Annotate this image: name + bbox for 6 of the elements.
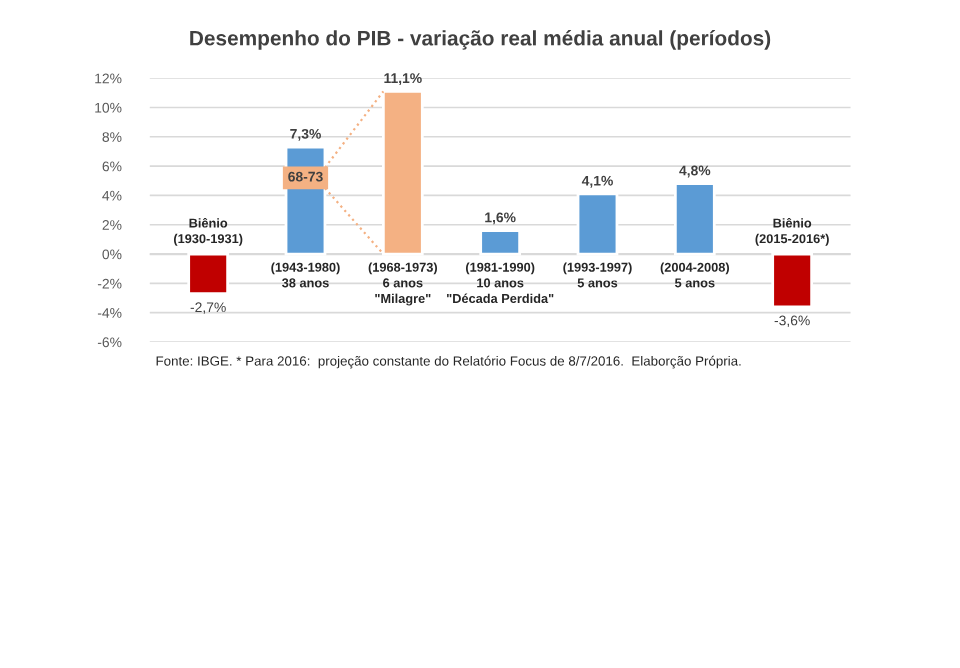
bar [479, 229, 522, 256]
bar [187, 252, 230, 296]
bar [771, 252, 814, 309]
bar [673, 182, 716, 256]
bar [576, 192, 619, 256]
chart-title: Desempenho do PIB - variação real média anual (períodos) [190, 30, 771, 50]
